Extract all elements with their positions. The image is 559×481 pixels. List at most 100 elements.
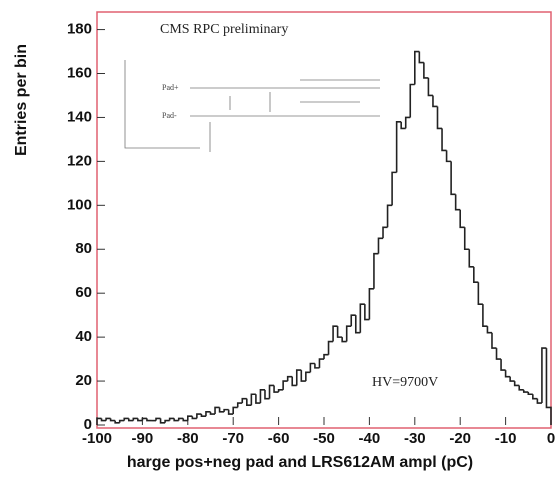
histogram-bin — [468, 249, 474, 268]
histogram-bin — [332, 325, 338, 342]
histogram-bin — [109, 418, 116, 422]
x-tick-label: -90 — [132, 430, 154, 447]
histogram-bin — [359, 303, 365, 333]
histogram-bin — [118, 419, 125, 423]
histogram-bin — [418, 51, 424, 64]
histogram-bin — [236, 402, 243, 408]
y-tick-label: 40 — [75, 328, 92, 345]
histogram-bin — [427, 77, 433, 97]
histogram-bin — [314, 363, 320, 369]
x-tick-label: -100 — [82, 430, 112, 447]
y-tick-label: 80 — [75, 240, 92, 257]
y-tick-label: 0 — [84, 416, 92, 433]
histogram-bin — [177, 417, 184, 421]
histogram-bin — [545, 348, 552, 425]
histogram-bin — [522, 389, 529, 393]
histogram-bin — [486, 326, 492, 334]
histogram-bin — [377, 237, 384, 254]
histogram-bin — [268, 384, 275, 399]
histogram-bin — [241, 397, 247, 404]
histogram-bin — [404, 116, 411, 129]
histogram-bin — [209, 411, 216, 415]
histogram-bin — [105, 417, 111, 421]
histogram-bin — [504, 370, 511, 378]
histogram-bin — [318, 358, 324, 368]
histogram-bin — [414, 50, 420, 85]
histogram-bin — [127, 418, 134, 422]
histogram-bin — [513, 381, 520, 387]
histogram-bin — [196, 413, 202, 419]
histogram-bin — [463, 227, 470, 251]
histogram-bin — [273, 385, 279, 393]
histogram-bin — [445, 150, 452, 163]
histogram-bin — [218, 407, 225, 413]
x-tick-label: -40 — [359, 430, 381, 447]
histogram-bin — [205, 411, 211, 417]
histogram-bin — [96, 417, 102, 425]
y-tick-label: 140 — [67, 108, 92, 125]
histogram-bin — [527, 392, 533, 396]
histogram-bin — [300, 370, 306, 382]
histogram-bin — [146, 418, 152, 422]
histogram-bin — [368, 287, 374, 320]
histogram-bin — [250, 393, 256, 406]
histogram-bin — [459, 209, 465, 229]
y-axis-label: Entries per bin — [13, 44, 30, 156]
histogram-bin — [395, 121, 402, 173]
histogram-bin — [336, 326, 343, 338]
annotation: CMS RPC preliminary — [160, 22, 288, 37]
histogram-bin — [191, 416, 197, 420]
histogram-bin — [491, 332, 497, 349]
histogram-bin — [159, 418, 166, 424]
histogram-bin — [323, 353, 329, 360]
histogram-bin — [450, 161, 456, 196]
histogram-bin — [382, 226, 388, 239]
histogram-bin — [291, 376, 297, 387]
y-tick-label: 120 — [67, 152, 92, 169]
histogram-bin — [482, 304, 488, 327]
y-tick-label: 60 — [75, 284, 92, 301]
histogram-bin — [327, 340, 334, 355]
x-tick-label: -70 — [222, 430, 244, 447]
histogram-bin — [259, 389, 265, 404]
histogram-bin — [532, 394, 538, 400]
y-tick-label: 160 — [67, 64, 92, 81]
histogram-bin — [454, 194, 461, 211]
histogram-bin — [123, 417, 129, 421]
inset-diagram — [124, 60, 380, 152]
histogram-bin — [255, 394, 261, 404]
histogram-bin — [409, 83, 415, 118]
histogram-bin — [114, 420, 120, 424]
histogram-bin — [168, 417, 175, 421]
histogram-bin — [436, 106, 443, 130]
histogram-bin — [373, 252, 379, 289]
y-tick-label: 100 — [67, 196, 92, 213]
histogram-bin — [536, 398, 542, 404]
histogram-bin — [305, 371, 311, 382]
histogram-bin — [232, 406, 238, 415]
y-tick-label: 20 — [75, 372, 92, 389]
histogram-bin — [309, 362, 315, 373]
histogram-bin — [182, 418, 188, 422]
x-tick-label: -60 — [268, 430, 290, 447]
histogram-bin — [187, 415, 193, 421]
histogram-bin — [354, 315, 361, 334]
histogram-bin — [345, 325, 352, 342]
inset-label: Pad- — [162, 111, 177, 120]
x-tick-label: -30 — [404, 430, 426, 447]
x-axis-label: harge pos+neg pad and LRS612AM ampl (pC) — [127, 454, 473, 471]
histogram-bin — [295, 369, 302, 386]
histogram-bin — [473, 266, 479, 284]
x-tick-label: -20 — [449, 430, 471, 447]
histogram-bin — [277, 389, 284, 393]
histogram-bin — [164, 419, 170, 423]
x-tick-label: -80 — [177, 430, 199, 447]
histogram-bin — [341, 337, 347, 343]
histogram-bin — [495, 348, 502, 360]
histogram-bin — [364, 304, 370, 321]
histogram-bin — [386, 204, 393, 228]
histogram-bin — [200, 414, 206, 418]
y-tick-label: 180 — [67, 21, 92, 38]
histogram-bin — [214, 406, 220, 415]
